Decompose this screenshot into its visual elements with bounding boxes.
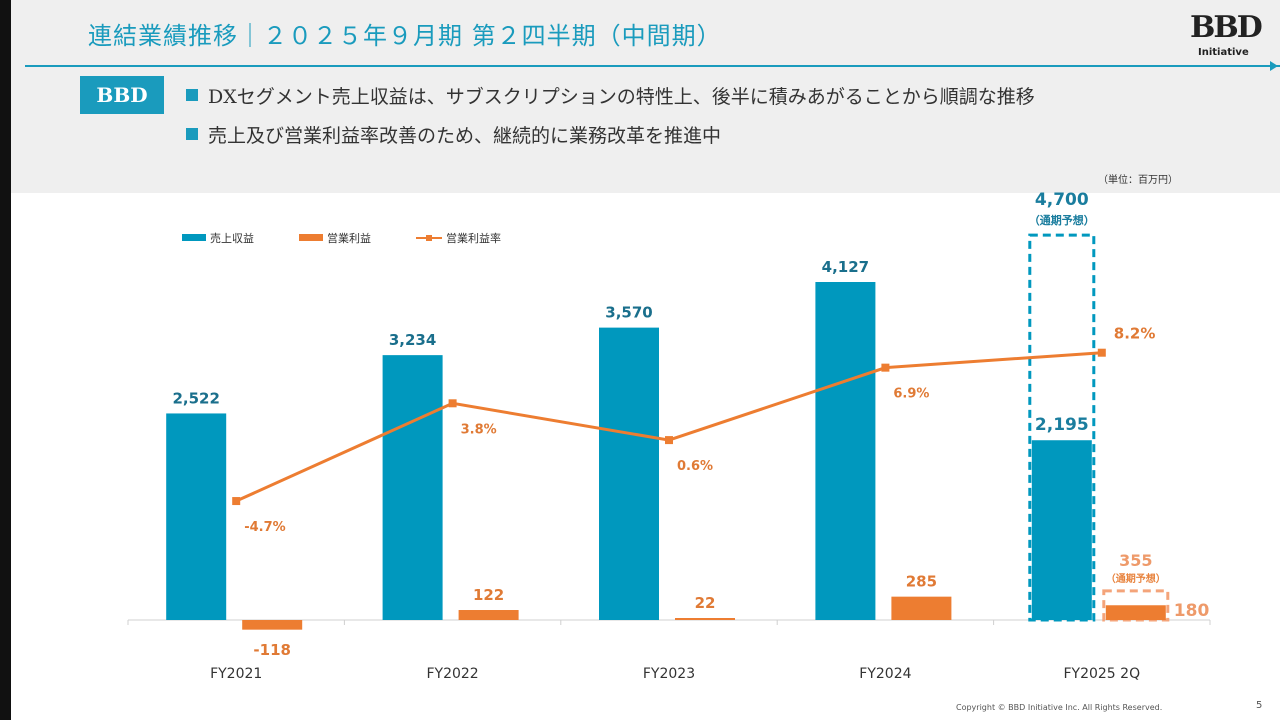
- legend-op-income-swatch: [299, 234, 323, 241]
- op-income-bar: [242, 620, 303, 630]
- revenue-bar: [382, 355, 443, 620]
- op-margin-label: 8.2%: [1114, 325, 1156, 343]
- x-axis-tick-label: FY2025 2Q: [1063, 666, 1140, 682]
- legend-op-margin: 営業利益率: [416, 230, 501, 246]
- op-income-bar: [458, 610, 519, 620]
- title-arrow-icon: [1270, 61, 1278, 71]
- op-margin-point: [1097, 348, 1106, 357]
- legend-op-margin-swatch: [416, 235, 442, 241]
- op-margin-point: [665, 436, 673, 445]
- op-margin-point: [448, 399, 457, 408]
- legend-revenue: 売上収益: [182, 230, 254, 246]
- op-margin-label: 0.6%: [677, 459, 713, 474]
- x-axis-tick-label: FY2022: [426, 666, 478, 682]
- x-axis-tick-label: FY2023: [643, 666, 695, 682]
- segment-badge: BBD: [80, 76, 164, 114]
- op-margin-label: 6.9%: [893, 387, 929, 402]
- op-income-bar: [675, 618, 735, 620]
- op-margin-line: [235, 351, 1102, 503]
- title-underline: [25, 65, 1280, 67]
- copyright-notice: Copyright © BBD Initiative Inc. All Righ…: [956, 703, 1163, 712]
- op-margin-label: -4.7%: [244, 520, 285, 535]
- revenue-bar: [599, 327, 659, 620]
- page-number: 5: [1256, 700, 1263, 711]
- company-logo-subtext: Initiative: [1198, 47, 1249, 58]
- legend-op-margin-label: 営業利益率: [446, 232, 501, 245]
- company-logo: BBD: [1190, 10, 1263, 45]
- op-margin-label: 3.8%: [461, 422, 497, 437]
- revenue-bar-label: 3,570: [605, 304, 652, 322]
- op-income-bar-label: 285: [906, 573, 937, 591]
- revenue-bar-label: 2,195: [1035, 415, 1089, 435]
- unit-label: （単位：百万円）: [1098, 175, 1178, 186]
- revenue-bar-label: 2,522: [172, 389, 219, 407]
- revenue-bar: [166, 413, 227, 620]
- forecast-revenue-note: （通期予想）: [1029, 213, 1095, 227]
- op-margin-point: [232, 497, 241, 506]
- legend-revenue-swatch: [182, 234, 206, 241]
- op-income-bar-label: 180: [1174, 601, 1210, 621]
- revenue-bar: [1031, 440, 1092, 620]
- op-income-bar: [1105, 605, 1166, 620]
- x-axis-tick-label: FY2021: [210, 666, 262, 682]
- revenue-bar: [815, 282, 876, 620]
- left-accent-bar: [0, 0, 11, 720]
- op-margin-point: [881, 363, 890, 372]
- bullet-square-icon: [186, 89, 198, 101]
- bullet-text-1: DXセグメント売上収益は、サブスクリプションの特性上、後半に積みあがることから順…: [208, 86, 1035, 108]
- legend-op-income: 営業利益: [299, 230, 371, 246]
- header-background: [11, 0, 1280, 193]
- op-income-bar-label: 122: [473, 586, 504, 604]
- forecast-revenue-box: [1028, 233, 1096, 622]
- forecast-op-income-value: 355: [1119, 551, 1152, 570]
- op-income-bar-label: -118: [253, 641, 291, 659]
- forecast-revenue-value: 4,700: [1035, 190, 1089, 210]
- bullet-text-2: 売上及び営業利益率改善のため、継続的に業務改革を推進中: [208, 125, 722, 147]
- op-income-bar: [891, 596, 952, 620]
- revenue-bar-label: 3,234: [389, 331, 436, 349]
- op-income-bar-label: 22: [695, 594, 716, 612]
- legend-op-income-label: 営業利益: [327, 232, 371, 245]
- revenue-bar-label: 4,127: [822, 258, 869, 276]
- bullet-point-2: 売上及び営業利益率改善のため、継続的に業務改革を推進中: [186, 121, 721, 148]
- page-title: 連結業績推移｜２０２５年９月期 第２四半期（中間期）: [88, 22, 722, 50]
- forecast-op-income-box: [1102, 589, 1170, 622]
- bullet-point-1: DXセグメント売上収益は、サブスクリプションの特性上、後半に積みあがることから順…: [186, 82, 1035, 109]
- forecast-op-income-note: （通期予想）: [1106, 572, 1166, 585]
- legend-revenue-label: 売上収益: [210, 232, 254, 245]
- bullet-square-icon: [186, 128, 198, 140]
- x-axis-tick-label: FY2024: [859, 666, 911, 682]
